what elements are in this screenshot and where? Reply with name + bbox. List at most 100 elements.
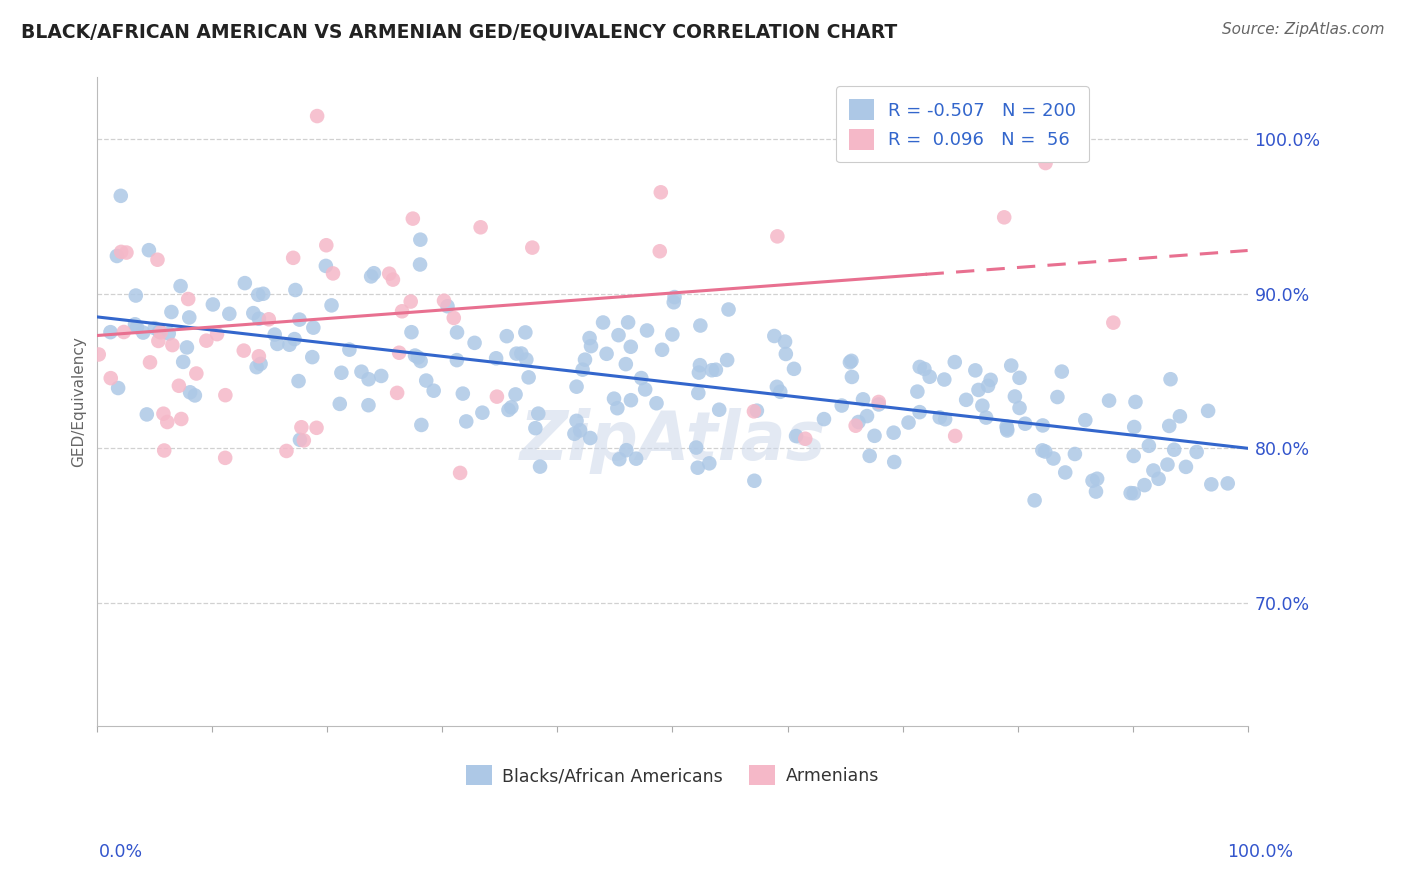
Point <box>87 347 110 361</box>
Point <box>370 368 392 383</box>
Y-axis label: GED/Equivalency: GED/Equivalency <box>72 336 86 467</box>
Point <box>132 326 155 340</box>
Point <box>471 406 494 420</box>
Point <box>565 379 588 393</box>
Point <box>1123 420 1146 434</box>
Point <box>510 346 533 360</box>
Point <box>661 327 683 342</box>
Point <box>443 310 465 325</box>
Point <box>766 380 789 394</box>
Point <box>283 332 305 346</box>
Point <box>292 434 315 448</box>
Point <box>1074 413 1097 427</box>
Point <box>993 211 1015 225</box>
Point <box>565 414 588 428</box>
Point <box>574 352 596 367</box>
Point <box>100 325 122 339</box>
Point <box>115 245 138 260</box>
Point <box>162 338 184 352</box>
Point <box>685 441 707 455</box>
Point <box>305 421 328 435</box>
Point <box>201 297 224 311</box>
Point <box>630 371 652 385</box>
Point <box>1081 474 1104 488</box>
Point <box>110 189 132 203</box>
Point <box>569 424 592 438</box>
Point <box>700 363 723 377</box>
Point <box>928 410 950 425</box>
Point <box>744 474 766 488</box>
Point <box>167 378 190 392</box>
Point <box>451 386 474 401</box>
Point <box>247 288 270 302</box>
Point <box>1142 463 1164 477</box>
Point <box>564 426 586 441</box>
Point <box>766 229 789 244</box>
Point <box>1159 419 1181 434</box>
Point <box>350 365 373 379</box>
Point <box>977 379 1000 393</box>
Point <box>1004 389 1026 403</box>
Point <box>965 363 987 377</box>
Point <box>160 305 183 319</box>
Point <box>943 429 966 443</box>
Point <box>620 340 643 354</box>
Text: Source: ZipAtlas.com: Source: ZipAtlas.com <box>1222 22 1385 37</box>
Point <box>595 347 617 361</box>
Point <box>391 304 413 318</box>
Point <box>1085 472 1108 486</box>
Point <box>650 186 672 200</box>
Point <box>1008 401 1031 415</box>
Text: 0.0%: 0.0% <box>98 843 142 861</box>
Point <box>411 417 433 432</box>
Point <box>606 401 628 416</box>
Point <box>287 374 309 388</box>
Point <box>464 335 486 350</box>
Point <box>330 366 353 380</box>
Text: 100.0%: 100.0% <box>1227 843 1294 861</box>
Point <box>908 405 931 419</box>
Point <box>242 306 264 320</box>
Point <box>247 311 270 326</box>
Point <box>859 449 882 463</box>
Point <box>485 351 508 366</box>
Point <box>852 392 875 407</box>
Point <box>709 402 731 417</box>
Point <box>470 220 492 235</box>
Point <box>404 349 426 363</box>
Point <box>152 407 174 421</box>
Point <box>634 383 657 397</box>
Point <box>135 408 157 422</box>
Legend: Blacks/African Americans, Armenians: Blacks/African Americans, Armenians <box>458 758 886 792</box>
Point <box>527 407 550 421</box>
Point <box>401 325 423 339</box>
Point <box>592 316 614 330</box>
Point <box>1125 395 1147 409</box>
Point <box>648 244 671 259</box>
Point <box>1201 477 1223 491</box>
Point <box>1168 409 1191 424</box>
Point <box>125 320 148 334</box>
Text: ZipAtlas: ZipAtlas <box>519 408 825 474</box>
Point <box>515 326 537 340</box>
Point <box>149 326 172 340</box>
Point <box>301 350 323 364</box>
Point <box>1137 439 1160 453</box>
Point <box>571 362 593 376</box>
Point <box>505 387 527 401</box>
Point <box>1054 466 1077 480</box>
Point <box>456 414 478 428</box>
Point <box>485 390 508 404</box>
Point <box>195 334 218 348</box>
Point <box>578 331 600 345</box>
Point <box>883 455 905 469</box>
Point <box>1197 404 1219 418</box>
Point <box>617 315 640 329</box>
Point <box>918 369 941 384</box>
Point <box>409 258 432 272</box>
Point <box>148 325 170 339</box>
Point <box>934 412 956 426</box>
Point <box>686 460 709 475</box>
Point <box>838 355 860 369</box>
Point <box>153 443 176 458</box>
